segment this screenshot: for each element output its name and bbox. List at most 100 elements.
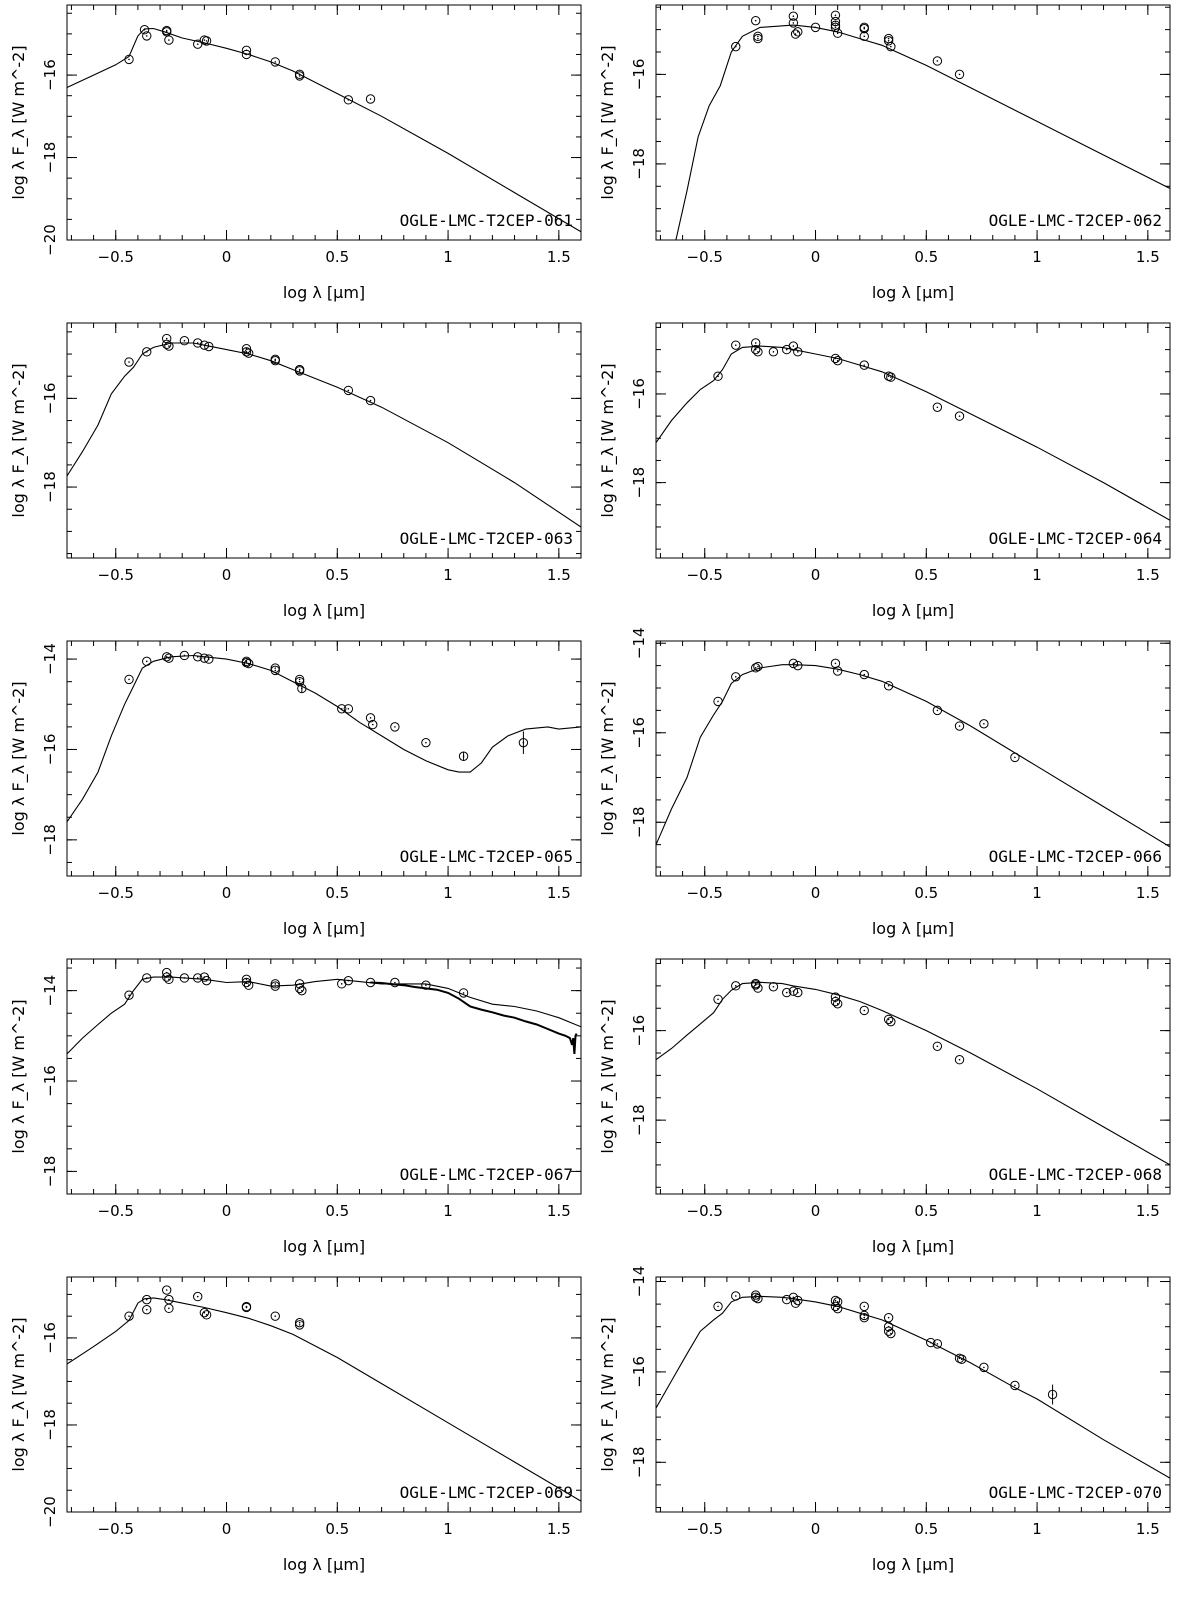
photometry-point-center [785,991,788,994]
x-tick-label: −0.5 [687,566,723,584]
photometry-point [713,1301,723,1312]
photometry-point [343,385,354,396]
photometry-point [161,339,172,349]
model-sed-line [67,654,581,823]
y-tick-label: −16 [630,717,648,749]
photometry-point-center [165,976,168,978]
y-tick-label: −16 [630,1356,648,1388]
photometry-point-center [757,37,759,40]
photometry-point-center [394,981,396,984]
photometry-point [204,341,214,352]
photometry-point-center [340,707,343,710]
x-tick-label: 0.5 [325,1520,349,1538]
photometry-point-center [887,684,890,687]
photometry-point [199,340,210,350]
photometry-point-center [796,351,799,353]
photometry-point [1010,752,1020,763]
photometry-point-center [145,351,148,353]
x-tick-label: 1 [443,884,453,902]
star-name-label: OGLE-LMC-T2CEP-063 [400,529,573,548]
photometry-point-center [340,983,343,985]
photometry-point [142,656,152,667]
photometry-point-center [369,717,372,719]
photometry-point-center [836,1002,839,1005]
photometry-point-center [734,985,737,987]
photometry-point [241,347,252,357]
photometry-point-center [863,364,866,366]
star-name-label: OGLE-LMC-T2CEP-062 [989,211,1162,230]
photometry-point [954,1055,965,1065]
photometry-point [859,1312,869,1323]
sed-panel: −0.5 0 0.5 1 1.5 −18 −16 −14 log λ [μm] log λ F_λ… [0,636,600,957]
y-tick-label: −14 [630,627,648,659]
photometry-point-center [757,35,759,38]
photometry-point [164,35,174,45]
y-tick-label: −20 [41,1496,59,1528]
photometry-point [124,674,134,685]
photometry-point [142,347,152,357]
star-name-label: OGLE-LMC-T2CEP-067 [400,1165,573,1184]
photometry-point [297,683,307,694]
y-tick-label: −16 [630,1015,648,1047]
photometry-point [932,402,943,412]
photometry-point [241,1302,252,1313]
y-tick-label: −18 [630,467,648,499]
photometry-point-center [958,1058,961,1061]
photometry-point-center [165,343,168,346]
photometry-point-center [462,755,465,758]
photometry-point-center [772,351,775,353]
sed-panel: −0.5 0 0.5 1 1.5 −18 −16 −14 log λ [μm] log λ F_λ… [589,627,1189,957]
photometry-point [832,28,843,38]
plot-frame [66,322,582,559]
photometry-point [859,31,869,42]
x-tick-label: 0 [811,566,821,584]
photometry-point-center [836,1301,839,1303]
photometry-point-center [298,370,301,372]
x-tick-label: 1 [1032,566,1042,584]
photometry-point-center [754,348,757,351]
photometry-point-center [890,1020,892,1023]
photometry-point-center [196,1295,199,1298]
photometry-point [793,27,803,37]
photometry-point-center [794,33,797,35]
photometry-point [124,357,134,367]
photometry-point-center [717,700,719,703]
photometry-point-center [298,680,301,683]
photometry-point [731,981,741,991]
photometry-point [750,663,761,673]
x-tick-label: 1 [1032,1520,1042,1538]
x-tick-label: 0.5 [914,1520,938,1538]
photometry-point [161,25,172,36]
y-tick-label: −16 [41,734,59,766]
photometry-point-center [274,1315,277,1317]
x-tick-label: −0.5 [98,1520,134,1538]
photometry-point-center [863,1009,866,1012]
photometry-point [193,652,203,662]
sed-chart: −0.5 0 0.5 1 1.5 −18 −16 log λ [μm] log λ F_λ [W… [598,322,1171,620]
photometry-point [932,705,943,716]
model-sed-line [67,342,581,528]
photometry-point [883,1014,894,1025]
sed-panel: −0.5 0 0.5 1 1.5 −18 −16 log λ [μm] log λ F_λ [W… [589,954,1189,1275]
photometry-point [932,56,943,66]
photometry-point-center [183,654,186,657]
photometry-point [142,1304,152,1315]
photometry-point-center [145,660,148,663]
photometry-point-center [298,678,301,681]
y-tick-label: −14 [630,1266,648,1298]
photometry-point-center [245,53,248,56]
photometry-point-center [205,979,208,982]
x-tick-label: 0 [811,248,821,266]
x-tick-label: −0.5 [687,1202,723,1220]
photometry-point [979,1362,989,1373]
x-axis-label: log λ [μm] [283,601,365,620]
x-tick-label: 0.5 [325,1202,349,1220]
sed-panel: −0.5 0 0.5 1 1.5 −20 −18 −16 log λ [μm] log λ F_λ… [0,1272,600,1593]
photometry-point-center [245,1306,248,1309]
photometry-point [793,987,803,998]
y-tick-label: −18 [630,148,648,180]
photometry-point [294,366,305,376]
photometry-point [753,1293,763,1304]
photometry-point-center [796,31,799,33]
x-tick-label: 1 [443,566,453,584]
